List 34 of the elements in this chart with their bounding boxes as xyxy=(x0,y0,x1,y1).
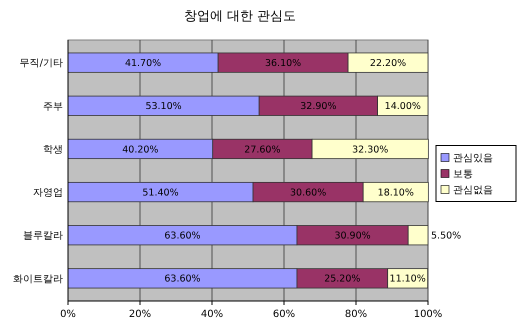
data-label: 63.60% xyxy=(164,230,201,242)
x-tick-label: 80% xyxy=(344,309,368,320)
x-tick-label: 20% xyxy=(128,309,152,320)
data-label: 32.90% xyxy=(300,101,336,112)
data-label: 11.10% xyxy=(390,274,426,285)
x-tick-label: 0% xyxy=(60,309,76,320)
x-tick-label: 100% xyxy=(414,309,442,320)
data-label: 41.70% xyxy=(124,58,162,69)
data-label: 27.60% xyxy=(244,144,281,156)
y-tick-label: 무직/기타 xyxy=(20,58,63,70)
data-label: 25.20% xyxy=(324,274,360,285)
data-label: 32.30% xyxy=(352,144,388,156)
x-tick-label: 60% xyxy=(272,309,296,320)
data-label: 40.20% xyxy=(122,144,158,156)
legend-label: 보통 xyxy=(453,169,473,180)
data-label: 18.10% xyxy=(378,187,414,198)
y-tick-label: 블루칼라 xyxy=(23,230,63,242)
data-label: 14.00% xyxy=(384,101,421,112)
legend-label: 관심있음 xyxy=(453,153,493,164)
data-label: 36.10% xyxy=(264,58,302,69)
chart-title: 창업에 대한 관심도 xyxy=(184,9,296,24)
data-label: 63.60% xyxy=(164,274,201,285)
data-label: 30.60% xyxy=(290,187,326,198)
y-tick-label: 학생 xyxy=(43,144,63,156)
y-tick-label: 화이트칼라 xyxy=(13,274,63,285)
data-label: 5.50% xyxy=(431,230,462,242)
y-tick-label: 주부 xyxy=(43,101,63,112)
data-label: 30.90% xyxy=(334,230,371,242)
data-label: 51.40% xyxy=(142,187,179,198)
x-tick-label: 40% xyxy=(200,309,224,320)
data-label: 53.10% xyxy=(145,101,182,112)
data-label: 22.20% xyxy=(370,58,406,69)
legend-label: 관심없음 xyxy=(453,185,493,196)
y-tick-label: 자영업 xyxy=(33,188,63,199)
